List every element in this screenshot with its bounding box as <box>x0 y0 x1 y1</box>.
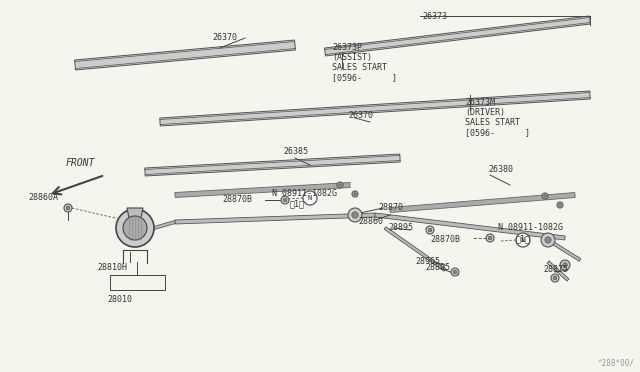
Text: 26385: 26385 <box>283 148 308 157</box>
Polygon shape <box>145 154 400 176</box>
Polygon shape <box>375 213 565 240</box>
Polygon shape <box>74 40 296 70</box>
Polygon shape <box>547 261 569 281</box>
Ellipse shape <box>123 216 147 240</box>
Text: 28870: 28870 <box>378 202 403 212</box>
Circle shape <box>559 203 561 206</box>
Circle shape <box>451 268 459 276</box>
Circle shape <box>453 270 457 274</box>
Text: SALES START: SALES START <box>465 118 520 127</box>
Circle shape <box>64 204 72 212</box>
Text: 26380: 26380 <box>488 166 513 174</box>
Text: 28870B: 28870B <box>430 235 460 244</box>
Circle shape <box>426 226 434 234</box>
Text: ^288*00/: ^288*00/ <box>598 358 635 367</box>
Ellipse shape <box>116 209 154 247</box>
Text: 28875: 28875 <box>543 266 568 275</box>
Circle shape <box>541 233 555 247</box>
Text: 26370: 26370 <box>212 33 237 42</box>
Polygon shape <box>324 16 591 56</box>
Text: 28860: 28860 <box>358 218 383 227</box>
Text: N 08911-1082G: N 08911-1082G <box>498 224 563 232</box>
Circle shape <box>488 236 492 240</box>
Circle shape <box>352 191 358 197</box>
Circle shape <box>428 228 432 232</box>
Text: 28860A: 28860A <box>28 193 58 202</box>
Circle shape <box>303 191 317 205</box>
Circle shape <box>283 198 287 202</box>
Circle shape <box>560 260 570 270</box>
Circle shape <box>557 202 563 208</box>
Text: 28895: 28895 <box>425 263 450 273</box>
Text: N: N <box>521 237 525 243</box>
Text: (DRIVER): (DRIVER) <box>465 108 505 117</box>
Circle shape <box>354 193 356 195</box>
Text: 26373: 26373 <box>422 12 447 21</box>
Text: 26373M: 26373M <box>465 98 495 107</box>
Text: （1）: （1） <box>290 199 305 208</box>
Text: 28895: 28895 <box>388 224 413 232</box>
Circle shape <box>516 233 530 247</box>
Circle shape <box>563 263 567 267</box>
Text: 28810H: 28810H <box>97 263 127 273</box>
Circle shape <box>66 206 70 210</box>
Text: 26370: 26370 <box>348 110 373 119</box>
Circle shape <box>545 237 551 243</box>
Polygon shape <box>127 208 143 218</box>
Text: （1）: （1） <box>516 234 531 244</box>
Polygon shape <box>384 227 446 271</box>
Polygon shape <box>154 221 175 230</box>
Text: SALES START: SALES START <box>332 63 387 72</box>
Circle shape <box>352 212 358 218</box>
Text: N: N <box>308 195 312 201</box>
Text: 26373P: 26373P <box>332 43 362 52</box>
Text: [0596-      ]: [0596- ] <box>465 128 530 137</box>
Text: (ASSIST): (ASSIST) <box>332 53 372 62</box>
Text: 28870B: 28870B <box>222 196 252 205</box>
Polygon shape <box>175 213 375 224</box>
Circle shape <box>281 196 289 204</box>
Circle shape <box>553 276 557 280</box>
Text: FRONT: FRONT <box>65 158 95 168</box>
Circle shape <box>543 195 547 198</box>
Polygon shape <box>390 192 575 212</box>
Polygon shape <box>160 91 590 126</box>
Polygon shape <box>175 183 350 198</box>
Circle shape <box>339 184 341 186</box>
Polygon shape <box>544 237 580 261</box>
Text: 28965: 28965 <box>415 257 440 266</box>
Circle shape <box>542 193 548 199</box>
Circle shape <box>348 208 362 222</box>
Circle shape <box>486 234 494 242</box>
Circle shape <box>551 274 559 282</box>
Text: [0596-      ]: [0596- ] <box>332 73 397 82</box>
Text: 28010: 28010 <box>108 295 132 304</box>
Circle shape <box>337 182 343 188</box>
Text: N 08911-1082G: N 08911-1082G <box>272 189 337 198</box>
